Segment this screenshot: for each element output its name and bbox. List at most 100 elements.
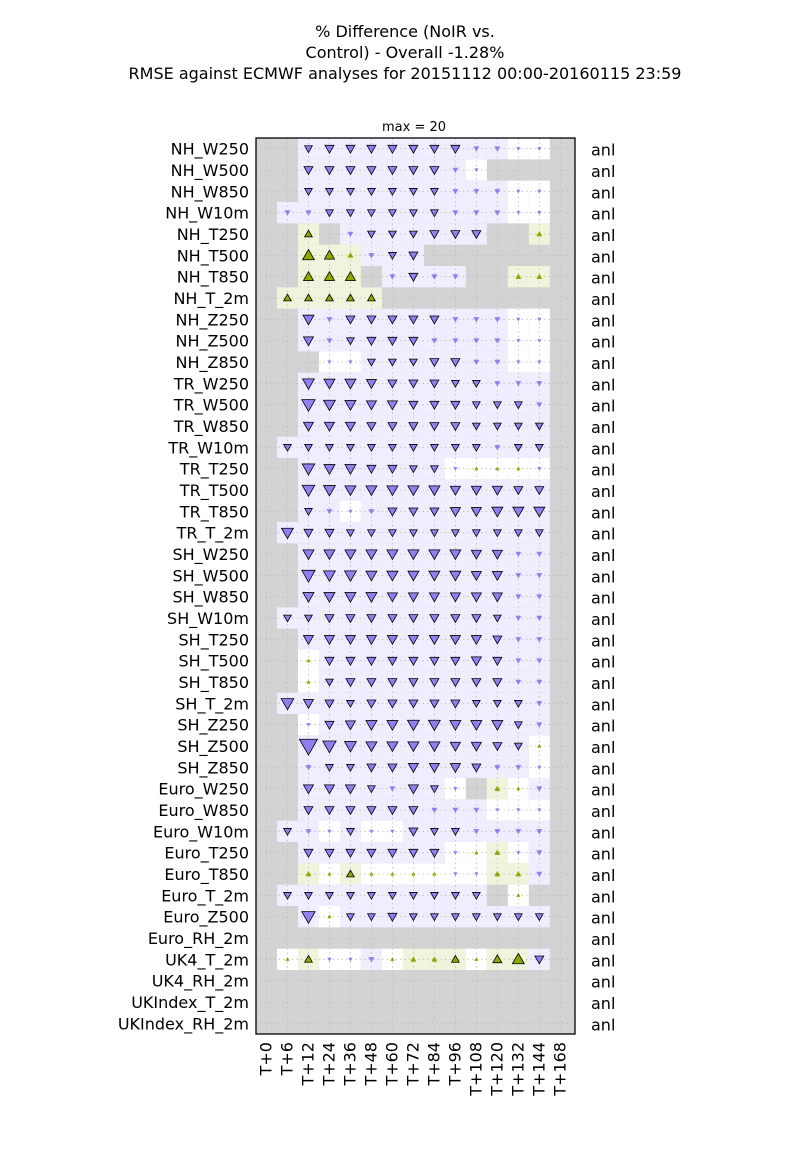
marker-NH_W10m-T+120 [494,210,501,216]
marker-TR_T500-T+24 [322,485,337,497]
marker-SH_T250-T+120 [492,635,503,645]
marker-NH_T250-T+84 [429,230,440,240]
row-label-SH_Z500: SH_Z500 [177,737,249,757]
marker-Euro_W850-T+12 [303,806,314,816]
marker-Euro_T250-T+60 [387,848,398,858]
right-label-SH_W850: anl [591,589,615,608]
marker-NH_W850-T+120 [494,189,501,195]
row-label-SH_W500: SH_W500 [172,566,249,586]
marker-SH_T_2m-T+144 [536,701,543,707]
marker-SH_T850-T+72 [408,678,419,688]
marker-TR_W10m-T+6 [282,444,293,452]
marker-SH_Z850-T+36 [345,764,355,772]
marker-Euro_W10m-T+60 [390,829,395,834]
marker-Euro_W850-T+132 [516,808,521,813]
marker-SH_W10m-T+96 [450,614,461,624]
marker-TR_W10m-T+12 [303,444,314,452]
marker-SH_T850-T+36 [345,678,356,688]
chart-subtitle: max = 20 [382,120,446,135]
marker-Euro_Z500-T+60 [387,912,398,922]
right-label-Euro_T250: anl [591,845,615,864]
marker-NH_W850-T+60 [387,188,397,196]
marker-SH_Z850-T+120 [494,765,501,771]
marker-UK4_T_2m-T+108 [474,957,479,961]
marker-Euro_T_2m-T+48 [366,892,376,900]
marker-Euro_Z500-T+84 [429,913,439,922]
marker-NH_W850-T+144 [537,189,542,194]
marker-Euro_T250-T+120 [494,849,501,855]
row-label-TR_W500: TR_W500 [173,396,249,416]
marker-SH_W500-T+36 [343,570,358,583]
marker-SH_W10m-T+48 [366,614,377,624]
marker-NH_T500-T+24 [323,249,336,260]
marker-NH_W850-T+108 [473,189,480,195]
marker-TR_T250-T+120 [495,466,500,471]
row-label-Euro_T250: Euro_T250 [164,844,249,864]
marker-SH_Z250-T+12 [306,723,311,727]
marker-TR_W850-T+108 [471,422,481,431]
right-label-SH_T250: anl [591,631,615,650]
marker-TR_T850-T+108 [470,507,483,518]
marker-NH_Z250-T+36 [345,315,356,325]
right-label-NH_T850: anl [591,269,615,288]
marker-SH_T500-T+132 [515,658,522,664]
marker-NH_Z850-T+48 [366,358,376,367]
marker-NH_W10m-T+72 [408,209,418,218]
right-label-UK4_T_2m: anl [591,951,615,970]
marker-TR_T250-T+96 [453,467,458,471]
marker-SH_T500-T+120 [492,656,503,666]
marker-TR_W850-T+132 [513,422,523,431]
marker-NH_W250-T+48 [366,144,377,154]
marker-NH_W850-T+48 [366,188,376,196]
marker-Euro_W850-T+144 [537,808,542,813]
marker-Euro_W250-T+48 [366,785,376,794]
marker-Euro_T850-T+132 [515,870,522,877]
marker-TR_W10m-T+96 [450,444,460,452]
x-tick-T+168: T+168 [550,1042,569,1097]
marker-SH_T250-T+24 [323,635,336,646]
right-label-Euro_W850: anl [591,802,615,821]
marker-SH_Z500-T+120 [492,742,503,752]
row-label-Euro_T_2m: Euro_T_2m [161,886,249,906]
marker-TR_T850-T+96 [449,507,462,518]
marker-Euro_W250-T+60 [389,786,396,792]
marker-NH_T250-T+48 [366,230,376,239]
marker-SH_Z850-T+72 [407,763,420,774]
marker-NH_Z500-T+108 [473,338,480,344]
row-label-NH_T250: NH_T250 [177,225,249,245]
marker-NH_T850-T+36 [344,270,357,281]
marker-NH_W500-T+36 [345,166,356,176]
marker-SH_T_2m-T+96 [450,699,461,709]
marker-SH_W250-T+72 [407,549,420,561]
marker-TR_W500-T+48 [365,400,378,411]
marker-SH_W850-T+12 [302,592,315,603]
marker-TR_T_2m-T+108 [471,529,481,538]
right-label-Euro_W250: anl [591,781,615,800]
marker-TR_W10m-T+132 [513,444,523,452]
row-label-NH_T850: NH_T850 [177,268,249,288]
marker-NH_Z500-T+84 [431,338,438,344]
right-label-TR_W10m: anl [591,439,615,458]
right-label-TR_W250: anl [591,375,615,394]
marker-Euro_T250-T+84 [429,848,440,858]
marker-SH_W10m-T+132 [515,615,522,622]
marker-Euro_W850-T+84 [431,807,438,814]
right-label-TR_T_2m: anl [591,525,615,544]
marker-SH_Z850-T+24 [324,764,334,772]
marker-SH_Z250-T+36 [344,720,357,731]
marker-TR_T500-T+120 [491,485,504,496]
marker-Euro_T850-T+72 [411,871,416,876]
marker-NH_W250-T+144 [537,147,542,151]
marker-NH_W500-T+48 [366,166,377,176]
marker-TR_W850-T+12 [302,421,315,432]
marker-TR_T500-T+96 [449,485,462,496]
right-label-Euro_Z500: anl [591,909,615,928]
marker-NH_T850-T+84 [431,274,438,280]
marker-NH_W850-T+72 [408,188,418,196]
marker-TR_T850-T+84 [429,507,440,517]
marker-SH_T_2m-T+132 [513,700,523,708]
marker-TR_T_2m-T+60 [387,529,397,538]
marker-SH_Z500-T+144 [537,743,542,748]
row-label-Euro_Z500: Euro_Z500 [163,908,249,928]
marker-TR_W250-T+120 [494,381,501,387]
